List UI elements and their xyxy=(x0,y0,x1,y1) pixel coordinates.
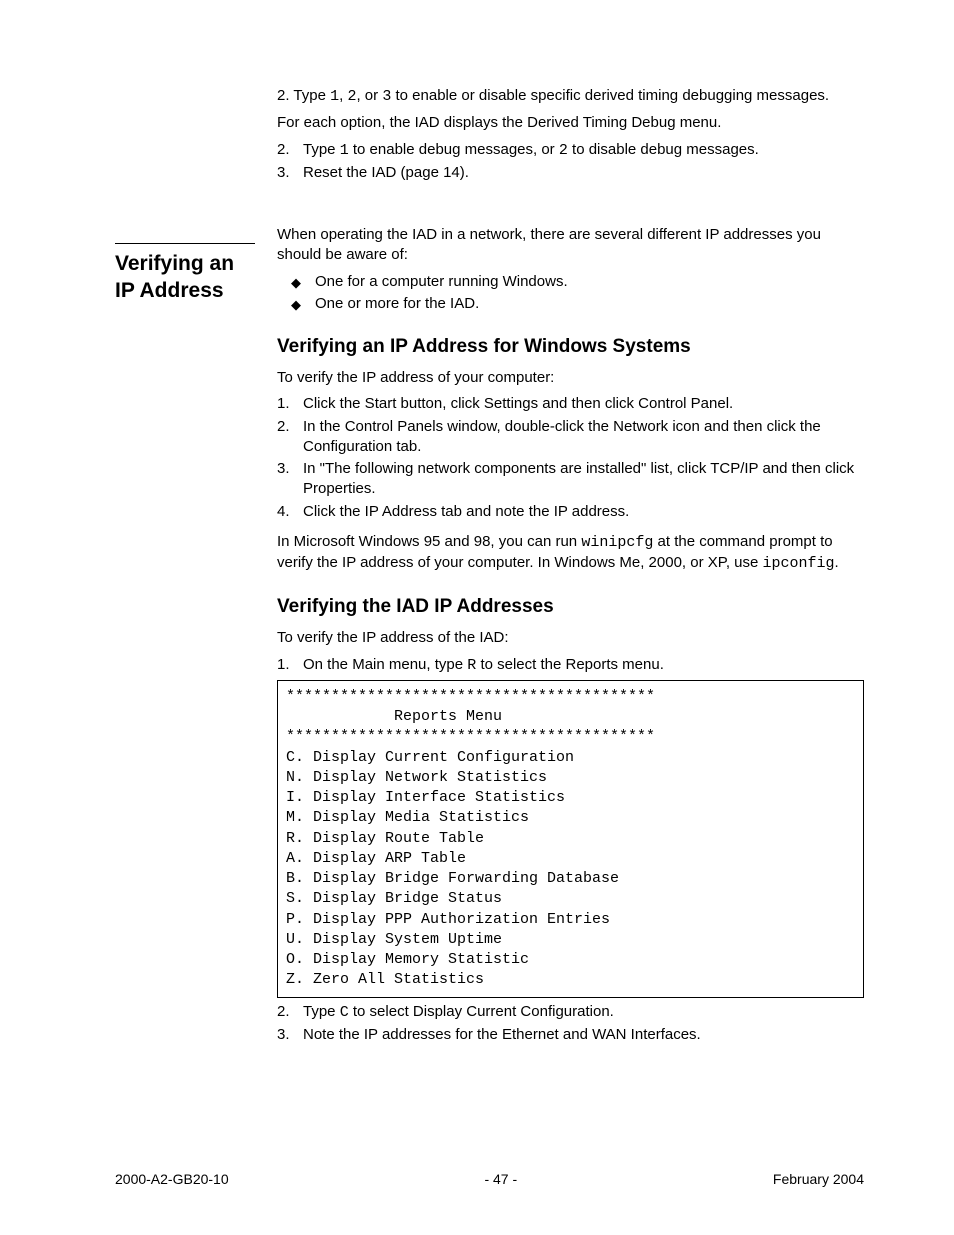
list-item: 4. Click the IP Address tab and note the… xyxy=(277,502,864,522)
list-item: ◆ One or more for the IAD. xyxy=(291,294,864,314)
reports-menu-codebox: ****************************************… xyxy=(277,680,864,998)
item-text: One or more for the IAD. xyxy=(315,294,479,314)
text: Type xyxy=(303,1003,340,1020)
item-text: Type 1 to enable debug messages, or 2 to… xyxy=(303,140,759,161)
item-number: 3. xyxy=(277,459,303,500)
iad-intro: To verify the IP address of the IAD: xyxy=(277,628,864,648)
text: , or xyxy=(356,87,382,104)
section-heading-sidebar: Verifying an IP Address xyxy=(115,243,255,305)
text: In Microsoft Windows 95 and 98, you can … xyxy=(277,533,581,550)
footer-page-number: - 47 - xyxy=(484,1171,517,1187)
list-item: 3. Note the IP addresses for the Etherne… xyxy=(277,1025,864,1045)
item-number: 3. xyxy=(277,163,303,183)
code: R xyxy=(467,657,476,674)
item-text: Click the Start button, click Settings a… xyxy=(303,394,733,414)
text: to enable or disable specific derived ti… xyxy=(391,87,829,104)
list-item: 1. On the Main menu, type R to select th… xyxy=(277,655,864,676)
text: On the Main menu, type xyxy=(303,656,467,673)
list-item: 1. Click the Start button, click Setting… xyxy=(277,394,864,414)
item-number: 1. xyxy=(277,394,303,414)
list-item: 3. Reset the IAD (page 14). xyxy=(277,163,864,183)
win-note: In Microsoft Windows 95 and 98, you can … xyxy=(277,532,864,575)
intro-paragraph: When operating the IAD in a network, the… xyxy=(277,225,864,266)
text: to enable debug messages, or xyxy=(349,141,559,158)
footer-docid: 2000-A2-GB20-10 xyxy=(115,1171,229,1187)
item-text: One for a computer running Windows. xyxy=(315,272,568,292)
code: winipcfg xyxy=(581,534,653,551)
text: Type xyxy=(303,141,340,158)
item-number: 4. xyxy=(277,502,303,522)
footer-date: February 2004 xyxy=(773,1171,864,1187)
item-text: Click the IP Address tab and note the IP… xyxy=(303,502,629,522)
text: 2. Type xyxy=(277,87,330,104)
list-item: 2. Type 1 to enable debug messages, or 2… xyxy=(277,140,864,161)
list-item: 2. In the Control Panels window, double-… xyxy=(277,417,864,458)
subheading-windows: Verifying an IP Address for Windows Syst… xyxy=(277,336,864,358)
code: ipconfig xyxy=(763,555,835,572)
list-item: 3. In "The following network components … xyxy=(277,459,864,500)
top-each-option: For each option, the IAD displays the De… xyxy=(277,113,864,133)
item-number: 3. xyxy=(277,1025,303,1045)
item-text: In the Control Panels window, double-cli… xyxy=(303,417,864,458)
item-number: 2. xyxy=(277,417,303,458)
code: 2 xyxy=(559,142,568,159)
win-intro: To verify the IP address of your compute… xyxy=(277,368,864,388)
item-text: Type C to select Display Current Configu… xyxy=(303,1002,614,1023)
text: to select the Reports menu. xyxy=(476,656,664,673)
page-footer: 2000-A2-GB20-10 - 47 - February 2004 xyxy=(115,1171,864,1187)
subheading-iad: Verifying the IAD IP Addresses xyxy=(277,596,864,618)
code: 3 xyxy=(382,88,391,105)
list-item: 2. Type C to select Display Current Conf… xyxy=(277,1002,864,1023)
item-text: Reset the IAD (page 14). xyxy=(303,163,469,183)
text: . xyxy=(835,554,839,571)
code: 1 xyxy=(340,142,349,159)
code: C xyxy=(340,1004,349,1021)
item-text: Note the IP addresses for the Ethernet a… xyxy=(303,1025,701,1045)
item-number: 1. xyxy=(277,655,303,676)
item-text: In "The following network components are… xyxy=(303,459,864,500)
item-number: 2. xyxy=(277,140,303,161)
text: to disable debug messages. xyxy=(568,141,759,158)
top-step2: 2. Type 1, 2, or 3 to enable or disable … xyxy=(277,86,864,107)
diamond-bullet-icon: ◆ xyxy=(291,294,315,314)
list-item: ◆ One for a computer running Windows. xyxy=(291,272,864,292)
code: 1 xyxy=(330,88,339,105)
item-text: On the Main menu, type R to select the R… xyxy=(303,655,664,676)
item-number: 2. xyxy=(277,1002,303,1023)
diamond-bullet-icon: ◆ xyxy=(291,272,315,292)
text: to select Display Current Configuration. xyxy=(349,1003,614,1020)
